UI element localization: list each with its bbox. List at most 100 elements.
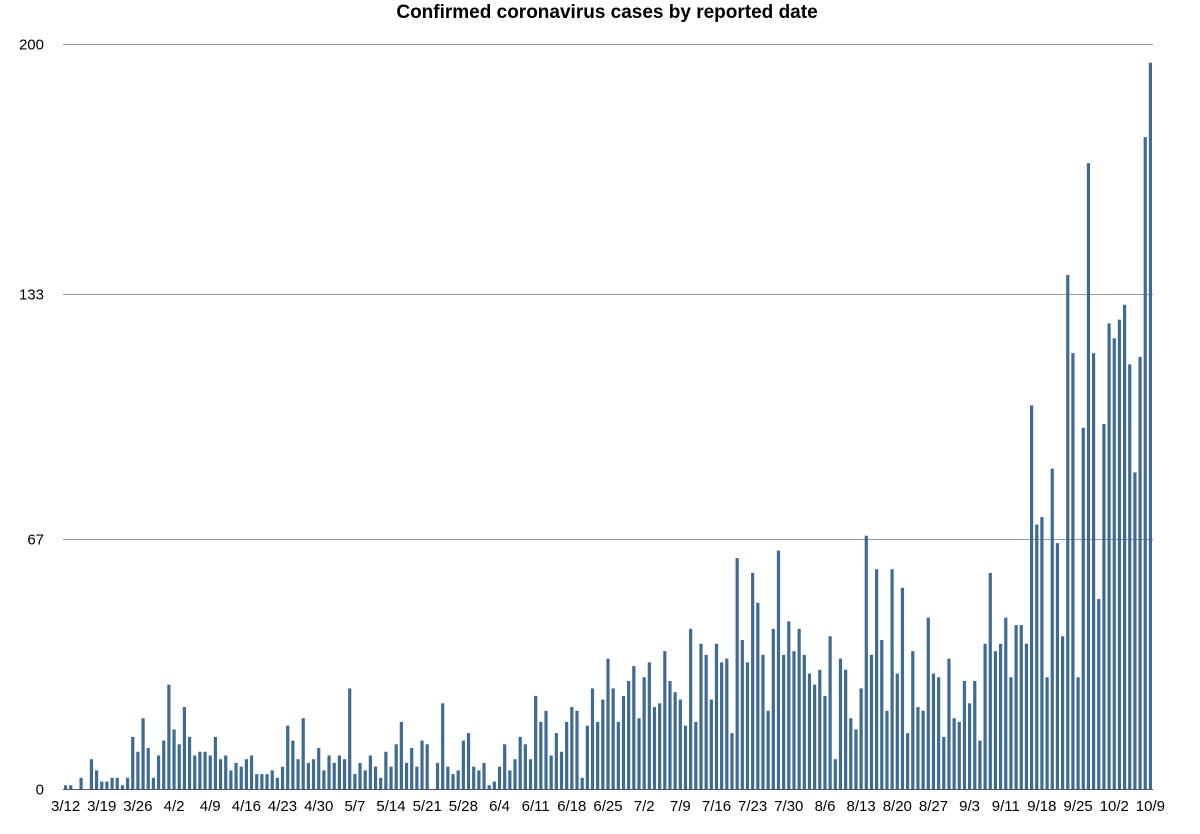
bar	[244, 759, 248, 789]
bar	[1112, 338, 1116, 789]
bar	[1148, 62, 1153, 790]
bar	[689, 628, 693, 789]
bar	[900, 587, 905, 789]
bar	[1086, 163, 1091, 789]
bar	[895, 673, 899, 789]
bar	[859, 688, 863, 789]
bar	[678, 699, 682, 789]
bar	[699, 643, 703, 789]
bar	[565, 721, 569, 789]
bar	[1091, 353, 1096, 789]
bar	[131, 736, 135, 789]
bar	[968, 703, 972, 789]
bar	[642, 677, 646, 789]
x-tick-label: 3/26	[123, 798, 152, 815]
bar	[348, 688, 352, 789]
bar	[869, 654, 874, 789]
bar	[466, 733, 471, 790]
bar	[802, 654, 806, 789]
y-tick-label: 200	[19, 37, 44, 54]
bar	[988, 572, 992, 789]
bar	[730, 733, 734, 790]
x-tick-label: 8/13	[846, 798, 875, 815]
bar	[435, 762, 440, 789]
x-tick-label: 3/12	[51, 798, 80, 815]
bar	[554, 733, 558, 790]
bar	[849, 718, 853, 789]
bar	[63, 785, 68, 789]
bar	[260, 774, 264, 789]
x-tick-label: 8/27	[919, 798, 948, 815]
bar	[301, 718, 305, 789]
bar	[187, 736, 192, 789]
x-tick-label: 10/2	[1100, 798, 1129, 815]
bar	[270, 770, 274, 790]
x-tick-label: 9/18	[1027, 798, 1056, 815]
bar	[203, 751, 207, 789]
bar	[358, 762, 362, 789]
bar	[844, 669, 848, 789]
bar	[1081, 427, 1085, 789]
bar	[1117, 319, 1122, 789]
bar	[1138, 356, 1142, 789]
bar	[973, 680, 977, 789]
x-tick-label: 6/11	[522, 798, 550, 815]
bar	[379, 777, 383, 789]
x-tick-label: 6/25	[593, 798, 622, 815]
bar	[120, 785, 125, 789]
x-tick-label: 8/20	[883, 798, 912, 815]
bar	[580, 777, 584, 789]
bar	[807, 673, 812, 789]
bar	[451, 774, 455, 789]
bar	[513, 759, 517, 789]
x-tick-label: 4/9	[200, 798, 221, 815]
bar	[198, 751, 202, 789]
x-tick-label: 7/30	[774, 798, 803, 815]
bar	[508, 770, 512, 790]
bar	[110, 777, 114, 789]
bar	[632, 666, 636, 789]
bar	[647, 662, 651, 789]
bar	[280, 766, 285, 789]
bar	[286, 725, 290, 789]
bar	[714, 643, 719, 789]
bar	[906, 733, 910, 790]
bar	[838, 658, 843, 790]
bar	[213, 736, 217, 789]
bar	[601, 699, 605, 789]
x-tick-label: 5/21	[413, 798, 442, 815]
x-tick-label: 9/11	[992, 798, 1020, 815]
bar	[389, 766, 393, 789]
bar	[683, 725, 688, 789]
bar	[1040, 517, 1044, 789]
bar	[1122, 304, 1127, 789]
bar	[477, 770, 481, 790]
bar	[880, 640, 884, 789]
bar	[472, 766, 476, 789]
bar	[828, 636, 832, 789]
bar	[105, 781, 109, 789]
bar	[182, 707, 186, 789]
bar	[1076, 677, 1080, 789]
bar	[399, 721, 403, 789]
bar	[1004, 617, 1008, 789]
bar	[425, 744, 429, 789]
bar	[193, 755, 197, 789]
bar	[342, 759, 347, 789]
bar	[503, 744, 507, 789]
bar	[332, 762, 336, 789]
y-tick-label: 133	[19, 287, 44, 304]
chart-title: Confirmed coronavirus cases by reported …	[396, 2, 818, 23]
x-tick-label: 5/28	[449, 798, 478, 815]
bar	[208, 755, 212, 789]
x-tick-label: 6/4	[489, 798, 510, 815]
bar	[658, 703, 662, 789]
x-tick-label: 5/7	[344, 798, 365, 815]
bar	[797, 628, 801, 789]
bar	[353, 774, 357, 789]
bar	[177, 744, 181, 789]
bar	[1055, 543, 1060, 789]
bar	[141, 718, 145, 789]
bar	[549, 755, 553, 789]
